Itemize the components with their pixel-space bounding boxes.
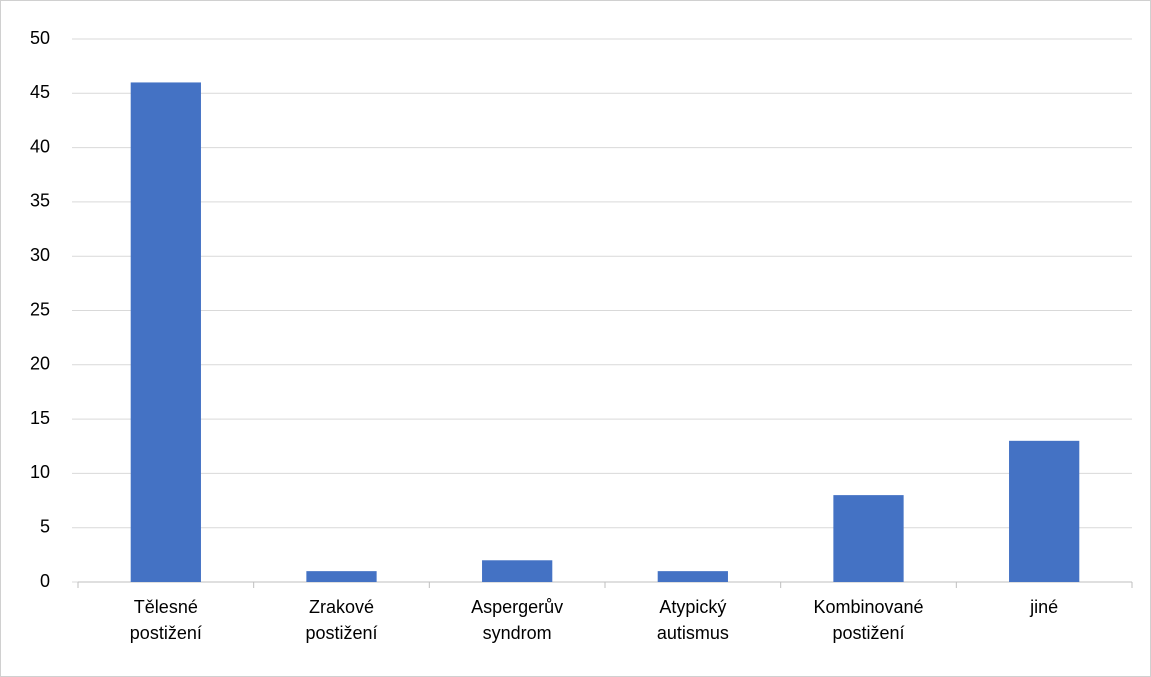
x-tick-label: Tělesné postižení [129,597,202,643]
bar [306,571,377,582]
bar [130,82,201,582]
y-tick-label: 50 [30,28,50,48]
bar [482,560,553,582]
y-tick-label: 40 [30,136,50,156]
y-tick-label: 0 [40,571,50,591]
bar [833,495,904,582]
bar [1009,440,1080,582]
x-tick-label: Kombinované postižení [813,597,924,643]
x-tick-label: Aspergerův syndrom [471,597,564,643]
x-tick-label: Zrakové postižení [305,597,378,643]
y-tick-label: 10 [30,462,50,482]
y-tick-label: 45 [30,82,50,102]
y-tick-label: 5 [40,516,50,536]
y-tick-label: 30 [30,245,50,265]
y-tick-label: 15 [30,408,50,428]
y-tick-label: 20 [30,354,50,374]
x-tick-label: jiné [1030,597,1059,617]
x-tick-label: Atypický autismus [656,597,729,643]
y-tick-label: 25 [30,299,50,319]
bar [657,571,728,582]
y-tick-label: 35 [30,191,50,211]
